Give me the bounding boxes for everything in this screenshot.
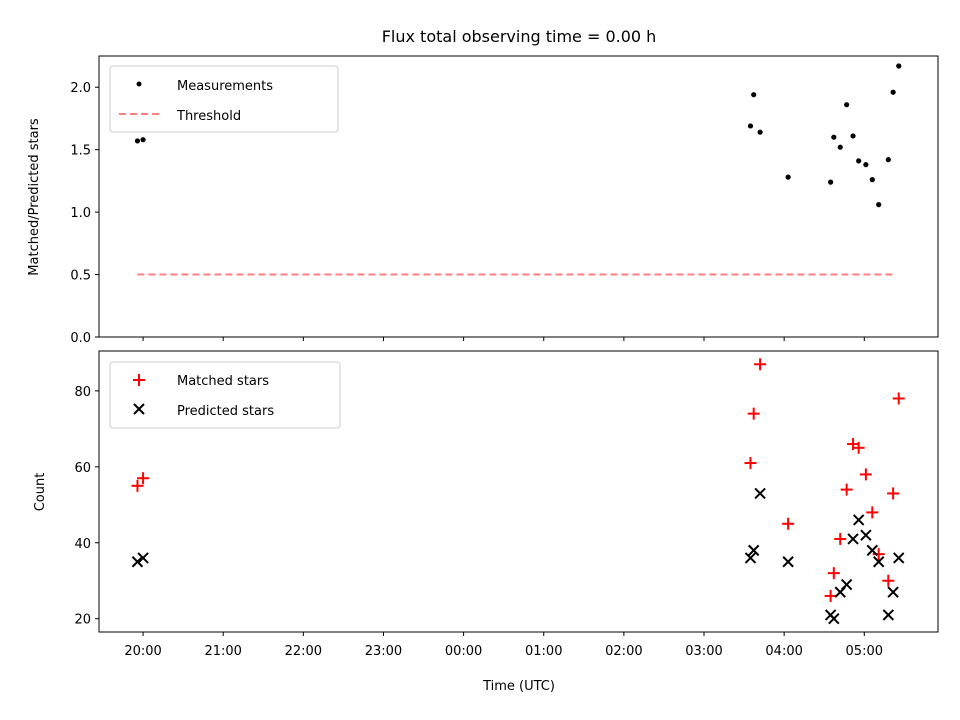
matched-star-point: [834, 532, 847, 545]
matched-star-point: [859, 468, 872, 481]
top-legend-box: [109, 65, 339, 133]
top-y-tick-label: 0.0: [70, 331, 91, 346]
legend-measurements-label: Measurements: [177, 79, 273, 94]
measurement-point: [831, 134, 837, 140]
measurement-point: [856, 158, 862, 164]
bottom-x-ticks: 20:00 21:00 22:00 23:00 00:00 01:00 02:00 03:00…: [124, 632, 883, 659]
x-tick-label: 20:00: [124, 644, 161, 659]
measurement-point: [844, 102, 850, 108]
matched-star-point: [747, 407, 760, 420]
top-marks: [134, 63, 902, 276]
top-x-ticks: [142, 337, 865, 341]
measurement-point: [747, 123, 754, 129]
predicted-star-point: [840, 578, 853, 591]
chart-title: Flux total observing time = 0.00 h: [382, 27, 657, 46]
predicted-star-point: [131, 556, 144, 568]
predicted-star-point: [887, 586, 899, 598]
measurement-point: [885, 157, 891, 163]
legend-matched-label: Matched stars: [177, 374, 269, 389]
top-y-tick-label: 1.5: [70, 144, 91, 159]
top-y-tick-label: 2.0: [70, 81, 91, 96]
matched-star-point: [892, 392, 905, 405]
bottom-y-tick-label: 80: [74, 385, 91, 400]
bottom-y-ticks: 20 40 60 80: [74, 385, 99, 628]
x-tick-label: 00:00: [445, 644, 482, 659]
predicted-star-point: [754, 487, 766, 500]
x-tick-label: 04:00: [765, 644, 802, 659]
measurement-point: [869, 177, 875, 183]
legend-matched-marker: [133, 374, 145, 386]
matched-star-point: [827, 567, 840, 580]
measurement-point: [896, 63, 902, 69]
measurement-point: [850, 133, 856, 139]
top-y-tick-label: 0.5: [70, 269, 91, 284]
predicted-star-point: [828, 613, 840, 625]
bottom-legend-box: [109, 361, 341, 429]
predicted-star-point: [893, 552, 905, 564]
measurement-point: [890, 89, 896, 95]
legend-predicted-marker: [133, 403, 145, 415]
x-tick-label: 03:00: [685, 644, 722, 659]
legend-predicted-label: Predicted stars: [177, 404, 274, 419]
matched-star-point: [866, 506, 879, 519]
x-tick-label: 23:00: [365, 644, 402, 659]
matched-star-point: [824, 589, 837, 602]
bottom-marks: [131, 358, 905, 625]
measurement-point: [140, 137, 146, 143]
predicted-star-point: [866, 544, 878, 557]
bottom-y-tick-label: 20: [74, 613, 91, 628]
x-tick-label: 22:00: [285, 644, 322, 659]
bottom-y-tick-label: 60: [74, 461, 91, 476]
predicted-star-point: [747, 544, 760, 557]
x-tick-label: 05:00: [846, 644, 883, 659]
matched-star-point: [137, 472, 150, 485]
predicted-star-point: [782, 556, 794, 568]
legend-threshold-label: Threshold: [176, 109, 241, 124]
measurement-point: [785, 174, 791, 180]
predicted-star-point: [744, 552, 757, 564]
matched-star-point: [882, 574, 895, 587]
top-legend: Measurements Threshold: [109, 65, 339, 133]
predicted-star-point: [852, 514, 865, 526]
measurement-point: [134, 138, 141, 144]
bottom-y-axis-label: Count: [33, 473, 48, 512]
bottom-axes-frame: [98, 350, 939, 633]
matched-star-point: [744, 457, 757, 470]
bottom-panel: 20 40 60 80 20:00 21:00 22:00 23:00 00:00 01:00 0…: [33, 350, 939, 694]
matched-star-point: [131, 479, 144, 492]
x-tick-label: 21:00: [204, 644, 241, 659]
predicted-star-point: [847, 533, 859, 545]
top-y-tick-label: 1.0: [70, 206, 91, 221]
x-tick-label: 01:00: [525, 644, 562, 659]
top-y-ticks: 0.0 0.5 1.0 1.5 2.0: [70, 81, 99, 346]
bottom-y-tick-label: 40: [74, 537, 91, 552]
measurement-point: [876, 202, 882, 208]
measurement-point: [863, 162, 869, 168]
measurement-point: [757, 129, 763, 135]
top-panel: 0.00.51.01.52.0 Matched/Predicted stars …: [27, 55, 939, 346]
top-y-axis-label: Matched/Predicted stars: [27, 118, 42, 276]
predicted-star-point: [882, 609, 895, 621]
predicted-star-point: [137, 552, 149, 564]
matched-star-point: [754, 358, 767, 371]
top-axes-frame: [98, 55, 939, 338]
measurement-point: [751, 92, 757, 98]
legend-measurement-marker: [136, 81, 142, 87]
bottom-legend: Matched stars Predicted stars: [109, 361, 341, 429]
x-tick-label: 02:00: [605, 644, 642, 659]
x-axis-label: Time (UTC): [482, 679, 555, 694]
predicted-star-point: [860, 529, 872, 541]
matched-star-point: [887, 487, 900, 500]
measurement-point: [837, 144, 843, 150]
matched-star-point: [782, 517, 795, 530]
measurement-point: [828, 179, 834, 185]
matched-star-point: [852, 441, 865, 454]
matched-star-point: [840, 483, 853, 496]
predicted-star-point: [872, 556, 885, 568]
